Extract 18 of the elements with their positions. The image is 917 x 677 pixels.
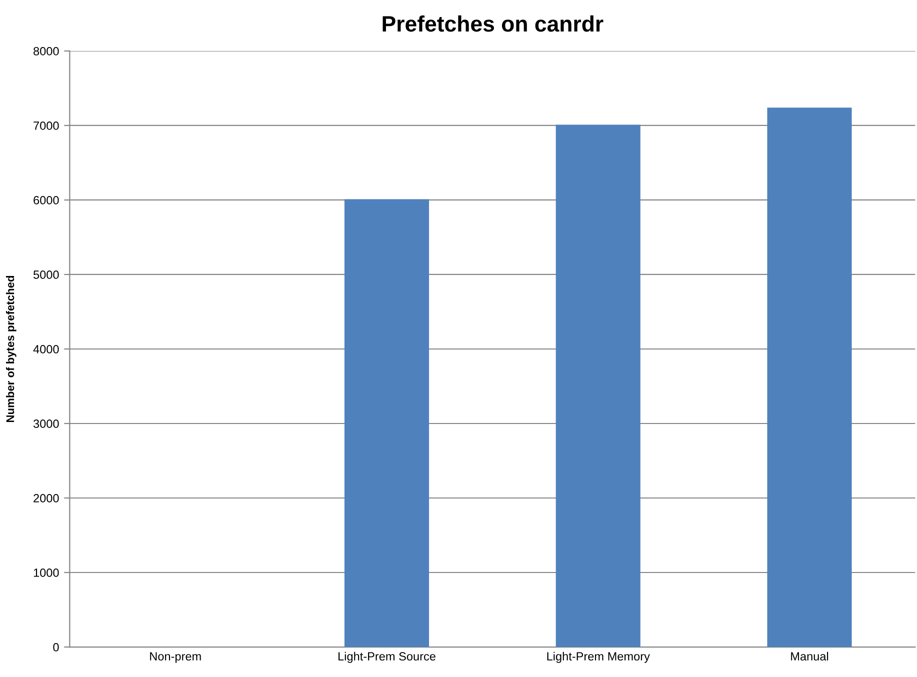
y-tick-label: 3000 xyxy=(33,420,59,428)
x-tick-label: Manual xyxy=(791,652,828,661)
y-tick-label: 2000 xyxy=(34,494,59,502)
y-axis-title: Number of bytes prefetched xyxy=(6,276,16,422)
bar xyxy=(344,199,430,648)
x-tick-label: Light-Prem Source xyxy=(338,652,436,663)
chart-title: Prefetches on canrdr xyxy=(382,15,604,32)
y-tick-label: 4000 xyxy=(33,345,59,354)
y-tick-label: 8000 xyxy=(34,47,59,56)
bar xyxy=(556,124,640,648)
y-tick-label: 1000 xyxy=(34,568,59,577)
y-tick-label: 5000 xyxy=(33,270,59,279)
x-tick-label: Light-Prem Memory xyxy=(547,652,650,663)
y-tick-label: 0 xyxy=(53,643,59,652)
x-tick-label: Non-prem xyxy=(150,652,201,663)
bar xyxy=(767,108,852,648)
y-tick-label: 6000 xyxy=(34,196,59,204)
y-tick-label: 7000 xyxy=(34,122,59,130)
